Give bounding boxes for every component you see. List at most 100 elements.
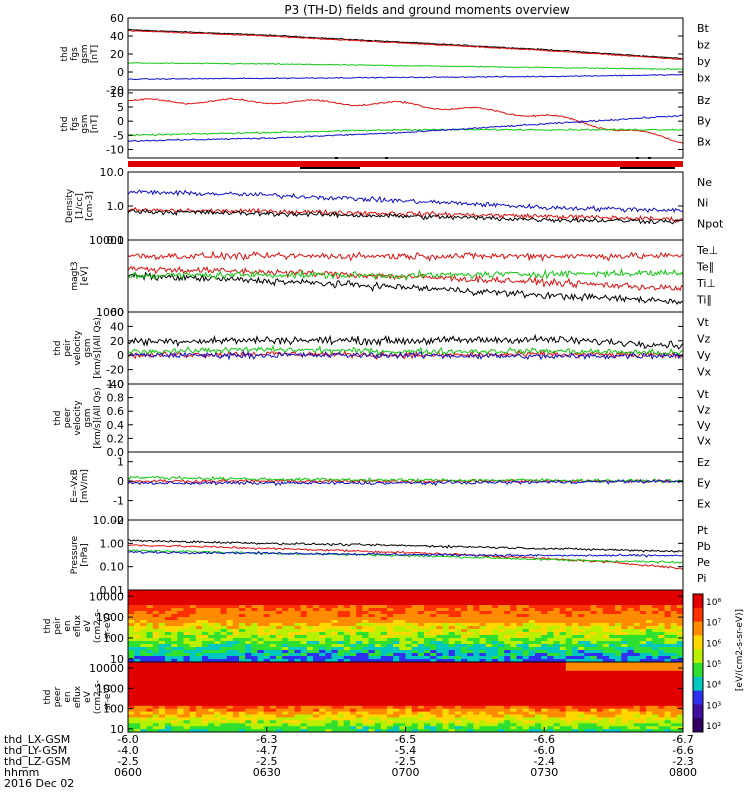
heatmap-cell [485, 667, 493, 672]
y-axis-label: gsm [83, 338, 93, 357]
heatmap-cell [676, 659, 684, 663]
heatmap-cell [578, 723, 585, 727]
heatmap-cell [565, 679, 573, 683]
heatmap-cell [516, 702, 524, 707]
heatmap-cell [485, 599, 493, 603]
heatmap-cell [171, 605, 178, 609]
heatmap-cell [547, 608, 554, 612]
heatmap-cell [590, 632, 598, 636]
heatmap-cell [528, 720, 536, 724]
heatmap-cell [615, 694, 622, 698]
heatmap-cell [393, 611, 400, 615]
heatmap-cell [454, 717, 462, 721]
heatmap-cell [473, 726, 480, 730]
heatmap-cell [313, 688, 320, 692]
heatmap-cell [387, 729, 394, 733]
heatmap-cell [578, 617, 585, 621]
heatmap-cell [473, 605, 480, 609]
heatmap-cell [245, 702, 252, 707]
heatmap-cell [245, 599, 252, 603]
heatmap-cell [362, 714, 369, 718]
heatmap-cell [319, 699, 326, 704]
heatmap-cell [220, 705, 228, 710]
heatmap-cell [189, 667, 197, 672]
heatmap-cell [627, 599, 635, 603]
heatmap-cell [590, 611, 598, 615]
heatmap-cell [627, 653, 635, 657]
heatmap-cell [442, 699, 450, 704]
heatmap-cell [676, 605, 684, 609]
heatmap-cell [602, 659, 610, 663]
heatmap-cell [189, 682, 197, 686]
heatmap-cell [535, 626, 542, 630]
heatmap-cell [202, 611, 209, 615]
heatmap-cell [485, 632, 493, 636]
heatmap-cell [202, 590, 209, 594]
heatmap-cell [627, 717, 635, 721]
x-row-value: -6.5 [395, 733, 416, 746]
heatmap-cell [639, 705, 647, 710]
heatmap-cell [343, 662, 351, 666]
y-tick-label: 60 [110, 306, 124, 319]
heatmap-cell [165, 623, 172, 627]
heatmap-cell [399, 694, 406, 698]
heatmap-cell [208, 593, 215, 597]
legend-Bz: Bz [697, 94, 711, 107]
heatmap-cell [658, 650, 665, 654]
heatmap-cell [405, 629, 413, 633]
heatmap-cell [652, 608, 659, 612]
heatmap-cell [195, 708, 203, 712]
heatmap-cell [676, 673, 684, 677]
heatmap-cell [522, 694, 530, 698]
heatmap-cell [670, 667, 678, 672]
heatmap-cell [276, 605, 283, 609]
heatmap-cell [596, 726, 604, 730]
heatmap-cell [300, 720, 308, 724]
heatmap-cell [232, 723, 240, 727]
heatmap-cell [195, 682, 203, 686]
heatmap-cell [380, 673, 388, 677]
heatmap-cell [269, 605, 277, 609]
heatmap-cell [572, 659, 579, 663]
heatmap-cell [387, 629, 394, 633]
heatmap-cell [331, 694, 339, 698]
heatmap-cell [615, 723, 622, 727]
heatmap-cell [430, 605, 437, 609]
heatmap-cell [368, 638, 376, 642]
heatmap-cell [572, 623, 579, 627]
heatmap-cell [473, 702, 480, 707]
heatmap-cell [177, 720, 184, 724]
heatmap-cell [245, 670, 252, 675]
heatmap-cell [393, 702, 400, 707]
heatmap-cell [467, 644, 474, 648]
heatmap-cell [202, 702, 209, 707]
heatmap-cell [516, 667, 524, 672]
heatmap-cell [467, 629, 474, 633]
heatmap-cell [535, 679, 542, 683]
heatmap-cell [522, 659, 530, 663]
heatmap-cell [177, 629, 184, 633]
heatmap-cell [491, 708, 499, 712]
heatmap-cell [183, 632, 191, 636]
heatmap-cell [448, 659, 456, 663]
heatmap-cell [177, 708, 184, 712]
heatmap-cell [319, 614, 326, 618]
heatmap-cell [553, 729, 561, 733]
heatmap-cell [343, 647, 351, 651]
heatmap-cell [676, 590, 684, 594]
heatmap-cell [621, 599, 628, 603]
heatmap-cell [177, 617, 184, 621]
heatmap-cell [368, 705, 376, 710]
heatmap-cell [528, 662, 536, 666]
heatmap-cell [621, 662, 628, 666]
heatmap-cell [263, 635, 271, 639]
heatmap-cell [615, 711, 622, 715]
heatmap-cell [146, 599, 154, 603]
heatmap-cell [356, 629, 363, 633]
heatmap-cell [226, 711, 234, 715]
heatmap-cell [609, 644, 616, 648]
heatmap-cell [368, 682, 376, 686]
heatmap-cell [615, 729, 622, 733]
heatmap-cell [325, 632, 332, 636]
heatmap-cell [621, 667, 628, 672]
